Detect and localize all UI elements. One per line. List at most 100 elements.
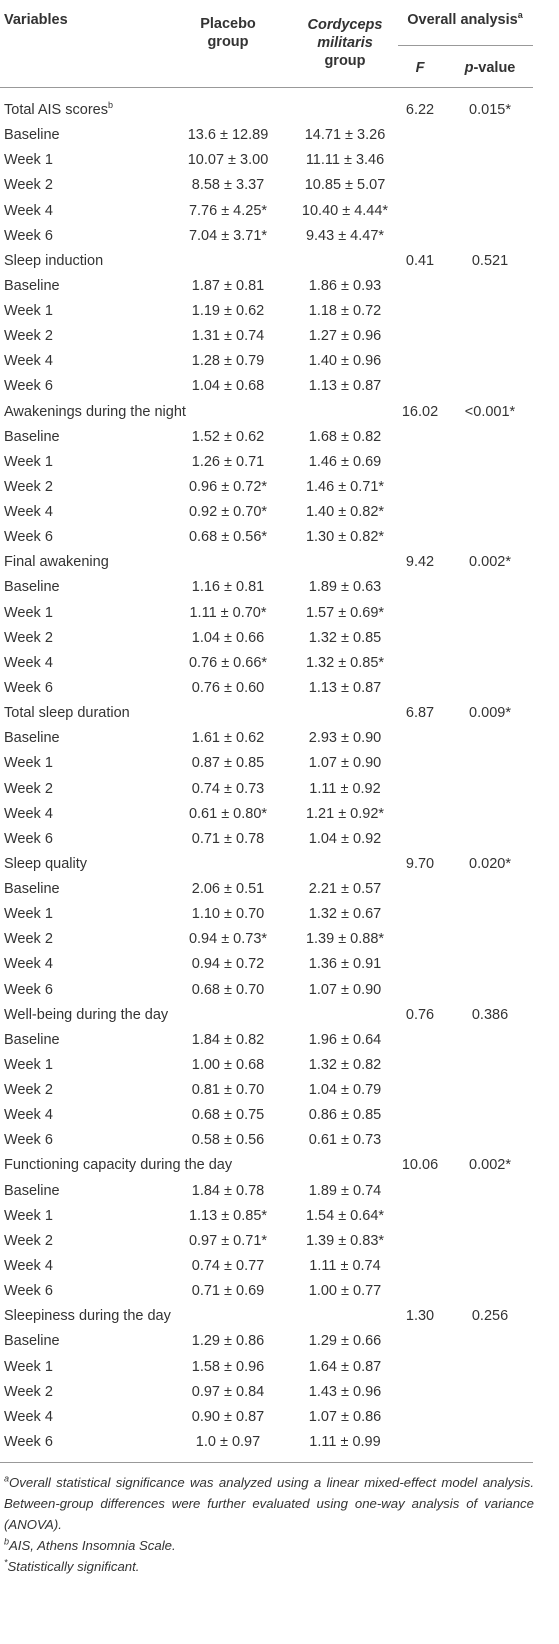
cordyceps-value: 1.54 ± 0.64* bbox=[305, 1207, 385, 1224]
timepoint: Week 1 bbox=[4, 152, 53, 169]
cordyceps-value: 11.11 ± 3.46 bbox=[305, 152, 385, 169]
placebo-value: 0.76 ± 0.66* bbox=[188, 654, 268, 671]
timepoint: Week 1 bbox=[4, 1056, 53, 1073]
placebo-value: 1.26 ± 0.71 bbox=[191, 453, 265, 470]
footnote-text: Overall statistical significance was ana… bbox=[4, 1475, 534, 1532]
group-name: Sleep quality bbox=[4, 855, 88, 872]
timepoint: Week 4 bbox=[4, 654, 53, 671]
group-name: Well-being during the day bbox=[4, 1006, 169, 1023]
footnote-text: AIS, Athens Insomnia Scale. bbox=[9, 1538, 176, 1553]
placebo-value: 1.16 ± 0.81 bbox=[191, 579, 265, 596]
placebo-value: 0.94 ± 0.72 bbox=[191, 956, 265, 973]
timepoint: Week 6 bbox=[4, 981, 53, 998]
p-value: 0.020* bbox=[469, 855, 511, 872]
f-value: 0.76 bbox=[405, 1006, 435, 1023]
placebo-value: 1.19 ± 0.62 bbox=[191, 303, 265, 320]
p-value: 0.015* bbox=[469, 102, 511, 118]
placebo-value: 13.6 ± 12.89 bbox=[187, 127, 269, 144]
rule bbox=[398, 45, 533, 46]
header-p: p-value bbox=[465, 59, 516, 77]
group-name: Sleep induction bbox=[4, 252, 104, 269]
cordyceps-value: 1.11 ± 0.99 bbox=[309, 1433, 381, 1450]
cordyceps-value: 1.46 ± 0.69 bbox=[308, 453, 382, 470]
group-label: Final awakening bbox=[4, 553, 109, 571]
placebo-value: 1.84 ± 0.82 bbox=[191, 1031, 265, 1048]
header-overall-text: Overall analysis bbox=[407, 12, 518, 28]
f-value: 0.41 bbox=[405, 252, 435, 269]
placebo-value: 1.84 ± 0.78 bbox=[191, 1182, 265, 1199]
cordyceps-value: 1.46 ± 0.71* bbox=[305, 478, 385, 495]
group-label: Total AIS scoresb bbox=[4, 101, 113, 119]
cordyceps-value: 1.89 ± 0.74 bbox=[308, 1182, 382, 1199]
timepoint: Week 4 bbox=[4, 202, 53, 219]
f-value: 9.70 bbox=[405, 855, 435, 872]
placebo-value: 0.97 ± 0.84 bbox=[191, 1383, 265, 1400]
timepoint: Week 1 bbox=[4, 303, 53, 320]
placebo-value: 1.28 ± 0.79 bbox=[191, 353, 265, 370]
placebo-value: 0.68 ± 0.70 bbox=[191, 981, 265, 998]
p-value: 0.009* bbox=[469, 705, 511, 722]
cordyceps-value: 1.21 ± 0.92* bbox=[305, 805, 385, 822]
timepoint: Baseline bbox=[4, 730, 60, 747]
placebo-value: 10.07 ± 3.00 bbox=[187, 152, 269, 169]
timepoint: Baseline bbox=[4, 428, 60, 445]
cordyceps-value: 9.43 ± 4.47* bbox=[305, 227, 385, 244]
placebo-value: 0.94 ± 0.73* bbox=[188, 931, 268, 948]
cordyceps-value: 1.13 ± 0.87 bbox=[308, 679, 382, 696]
cordyceps-value: 1.40 ± 0.82* bbox=[305, 504, 385, 521]
group-name: Total sleep duration bbox=[4, 705, 130, 722]
cordyceps-value: 0.86 ± 0.85 bbox=[308, 1107, 382, 1124]
cordyceps-value: 1.07 ± 0.90 bbox=[308, 755, 382, 772]
rule bbox=[0, 87, 533, 88]
f-value: 16.02 bbox=[401, 403, 439, 420]
p-value: <0.001* bbox=[464, 403, 516, 420]
placebo-value: 1.58 ± 0.96 bbox=[191, 1358, 265, 1375]
cordyceps-value: 1.11 ± 0.74 bbox=[309, 1257, 381, 1274]
timepoint: Week 2 bbox=[4, 629, 53, 646]
timepoint: Baseline bbox=[4, 1333, 60, 1350]
cordyceps-value: 2.21 ± 0.57 bbox=[308, 881, 382, 898]
timepoint: Baseline bbox=[4, 1031, 60, 1048]
footnote: *Statistically significant. bbox=[4, 1556, 534, 1577]
placebo-value: 1.0 ± 0.97 bbox=[195, 1433, 261, 1450]
cordyceps-value: 10.85 ± 5.07 bbox=[304, 177, 386, 194]
timepoint: Week 4 bbox=[4, 956, 53, 973]
cordyceps-value: 0.61 ± 0.73 bbox=[308, 1132, 382, 1149]
timepoint: Baseline bbox=[4, 881, 60, 898]
timepoint: Week 1 bbox=[4, 604, 53, 621]
timepoint: Baseline bbox=[4, 127, 60, 144]
timepoint: Week 4 bbox=[4, 1257, 53, 1274]
placebo-value: 0.74 ± 0.73 bbox=[191, 780, 265, 797]
p-value: 0.002* bbox=[469, 1157, 511, 1174]
timepoint: Baseline bbox=[4, 1182, 60, 1199]
timepoint: Week 4 bbox=[4, 504, 53, 521]
group-label: Sleep induction bbox=[4, 252, 103, 270]
p-value: 0.521 bbox=[471, 252, 509, 269]
cordyceps-value: 1.18 ± 0.72 bbox=[308, 303, 382, 320]
timepoint: Week 2 bbox=[4, 177, 53, 194]
timepoint: Week 1 bbox=[4, 906, 53, 923]
timepoint: Baseline bbox=[4, 579, 60, 596]
cordyceps-value: 1.57 ± 0.69* bbox=[305, 604, 385, 621]
cordyceps-value: 1.00 ± 0.77 bbox=[308, 1283, 382, 1300]
placebo-value: 2.06 ± 0.51 bbox=[191, 881, 265, 898]
header-f: F bbox=[416, 59, 425, 77]
group-name-sup: b bbox=[107, 100, 113, 111]
cordyceps-value: 1.39 ± 0.88* bbox=[305, 931, 385, 948]
group-label: Awakenings during the night bbox=[4, 403, 186, 421]
timepoint: Week 4 bbox=[4, 805, 53, 822]
cordyceps-value: 1.64 ± 0.87 bbox=[308, 1358, 382, 1375]
timepoint: Week 6 bbox=[4, 1132, 53, 1149]
group-name: Functioning capacity during the day bbox=[4, 1157, 233, 1174]
cordyceps-value: 1.11 ± 0.92 bbox=[309, 780, 381, 797]
f-value: 1.30 bbox=[405, 1308, 435, 1325]
group-label: Total sleep duration bbox=[4, 704, 130, 722]
group-label: Sleepiness during the day bbox=[4, 1307, 171, 1325]
cordyceps-value: 14.71 ± 3.26 bbox=[304, 127, 386, 144]
f-value: 10.06 bbox=[401, 1157, 439, 1174]
header-variables: Variables bbox=[4, 12, 68, 28]
cordyceps-value: 1.32 ± 0.85* bbox=[305, 654, 385, 671]
placebo-value: 1.31 ± 0.74 bbox=[191, 328, 265, 345]
cordyceps-value: 1.13 ± 0.87 bbox=[308, 378, 382, 395]
footnote: bAIS, Athens Insomnia Scale. bbox=[4, 1535, 534, 1556]
